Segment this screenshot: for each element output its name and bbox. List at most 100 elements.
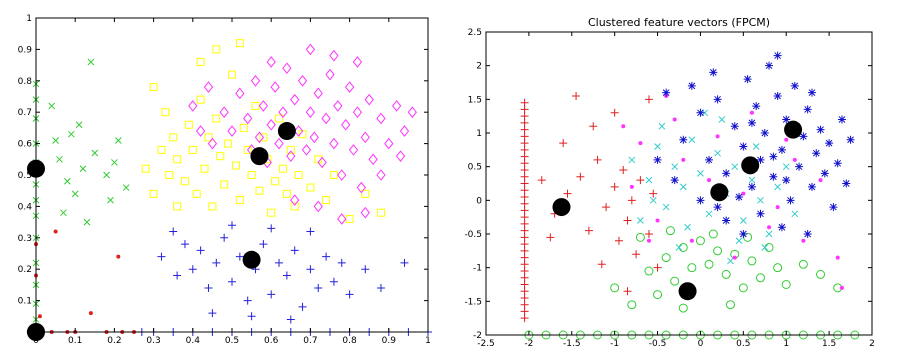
data-point-plus [204, 284, 213, 293]
data-point-plus [520, 112, 529, 121]
data-point-square [149, 83, 158, 92]
data-point-plus [619, 166, 628, 175]
data-point-diamond [290, 194, 300, 206]
data-point-x [71, 190, 79, 198]
data-point-circle [670, 276, 680, 286]
data-point-dot [672, 117, 677, 122]
data-point-plus [593, 155, 602, 164]
data-point-plus [520, 145, 529, 154]
data-point-square [361, 189, 370, 198]
data-point-circle [755, 273, 765, 283]
data-point-asterisk [782, 115, 791, 124]
data-point-x [791, 210, 799, 218]
data-point-plus [649, 189, 658, 198]
data-point-x [752, 143, 760, 150]
data-point-square [180, 177, 189, 186]
data-point-x [714, 149, 721, 157]
data-point-asterisk [795, 162, 804, 171]
data-point-x [705, 210, 713, 218]
data-point-asterisk [747, 118, 756, 127]
data-point-diamond [207, 137, 218, 150]
data-point-x [103, 171, 110, 179]
data-point-circle [798, 259, 808, 269]
data-point-x [765, 230, 773, 238]
y-tick-label: 0.5 [18, 171, 32, 181]
x-tick-label: -2.5 [477, 339, 495, 349]
data-point-diamond [270, 81, 280, 93]
data-point-plus [247, 312, 256, 321]
data-point-square [294, 171, 303, 179]
data-point-circle [610, 283, 620, 293]
data-point-x [67, 130, 75, 138]
data-point-square [259, 133, 268, 142]
data-point-diamond [321, 112, 331, 125]
data-point-square [161, 108, 170, 117]
data-point-asterisk [739, 230, 748, 238]
data-point-plus [329, 277, 338, 286]
data-point-diamond [235, 87, 245, 100]
y-tick-label: -0.5 [464, 230, 482, 240]
x-tick-label: 1 [425, 336, 431, 346]
y-tick-label: 2.5 [468, 28, 482, 38]
data-point-x [774, 183, 781, 191]
data-point-asterisk [756, 155, 765, 164]
data-point-x [654, 143, 661, 150]
data-point-square [204, 133, 213, 142]
data-point-x [60, 209, 67, 217]
data-point-plus [169, 227, 178, 236]
x-tick-label: -1.5 [563, 339, 581, 349]
data-point-diamond [301, 144, 312, 156]
y-tick-label: 0.4 [18, 202, 33, 212]
chart-title: Clustered feature vectors (FPCM) [588, 16, 770, 29]
data-point-plus [157, 252, 166, 261]
data-point-plus [520, 125, 529, 134]
data-point-diamond [243, 112, 253, 125]
data-point-x [114, 137, 122, 144]
data-point-x [637, 217, 644, 224]
data-point-asterisk [662, 88, 671, 97]
data-point-dot [655, 218, 660, 223]
data-point-dot [116, 254, 121, 259]
data-point-diamond [391, 100, 402, 112]
data-point-x [75, 121, 83, 129]
data-point-dot [732, 255, 737, 260]
x-tick-label: 0.2 [107, 336, 121, 346]
x-tick-label: 0.8 [342, 336, 357, 346]
data-point-x [718, 116, 726, 123]
data-point-diamond [305, 43, 316, 56]
data-point-asterisk [769, 152, 778, 161]
data-point-asterisk [842, 179, 851, 188]
y-tick-label: 1.5 [468, 95, 482, 105]
x-tick-label: 0.1 [68, 336, 82, 346]
x-tick-label: 0.4 [186, 336, 201, 346]
data-point-diamond [368, 153, 378, 166]
data-point-x [761, 244, 769, 251]
data-point-circle [738, 283, 748, 293]
data-point-diamond [203, 81, 214, 93]
data-point-diamond [305, 106, 316, 119]
data-point-plus [267, 224, 276, 233]
axes-box [485, 31, 873, 336]
x-tick-label: -1 [610, 339, 619, 349]
data-point-x [662, 203, 670, 211]
data-point-plus [298, 302, 307, 311]
data-point-plus [212, 258, 221, 267]
data-point-plus [537, 176, 546, 185]
data-point-asterisk [807, 88, 816, 97]
data-point-plus [520, 273, 529, 282]
data-point-diamond [376, 169, 386, 181]
data-point-plus [644, 230, 653, 238]
data-point-asterisk [807, 182, 816, 191]
x-tick-label: 0.6 [264, 336, 279, 346]
data-point-asterisk [773, 51, 782, 60]
data-point-plus [337, 258, 346, 267]
data-point-asterisk [696, 196, 705, 205]
data-point-plus [520, 267, 529, 276]
data-point-plus [602, 203, 611, 212]
data-point-x [83, 218, 91, 226]
x-tick-label: 1 [783, 339, 789, 349]
data-point-square [165, 171, 174, 179]
data-point-circle [816, 269, 826, 279]
y-tick-label: 2 [476, 62, 482, 72]
data-point-x [679, 183, 687, 191]
